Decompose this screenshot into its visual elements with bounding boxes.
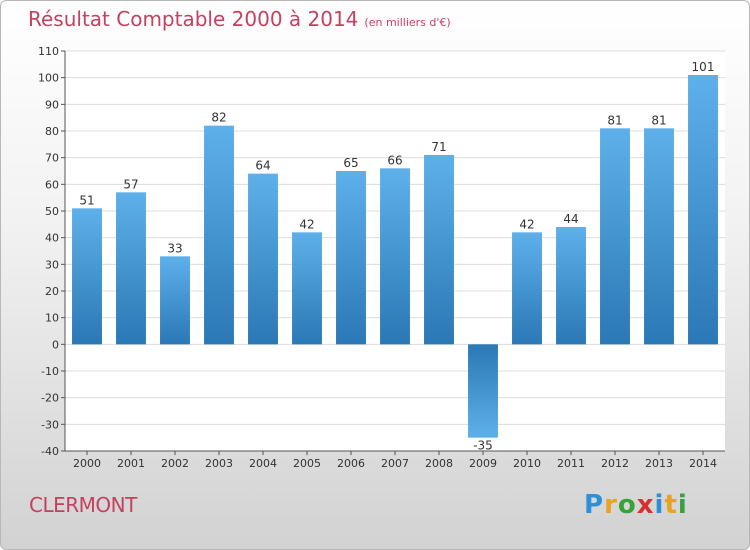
x-tick-label: 2003	[205, 457, 233, 470]
title-subtitle: (en milliers d'€)	[364, 16, 451, 29]
y-tick-label: -30	[41, 418, 59, 431]
logo-letter: i	[677, 490, 688, 520]
data-label-2001: 57	[123, 177, 138, 191]
logo-letter: r	[604, 490, 618, 520]
y-tick-label: 110	[38, 45, 59, 58]
x-tick-label: 2009	[469, 457, 497, 470]
data-label-2010: 42	[519, 217, 534, 231]
bar-2007	[380, 168, 410, 345]
data-label-2000: 51	[79, 193, 94, 207]
bar-2000	[72, 208, 102, 345]
data-label-2004: 64	[255, 159, 270, 173]
x-tick-label: 2011	[557, 457, 585, 470]
y-tick-label: 20	[45, 285, 59, 298]
y-tick-label: -20	[41, 392, 59, 405]
bar-2006	[336, 171, 366, 345]
bar-2009	[468, 344, 498, 438]
data-label-2005: 42	[299, 217, 314, 231]
title-text: Résultat Comptable 2000 à 2014	[28, 7, 359, 31]
data-label-2006: 65	[343, 156, 358, 170]
y-tick-label: 100	[38, 72, 59, 85]
bar-2011	[556, 227, 586, 345]
data-label-2003: 82	[211, 111, 226, 125]
bar-2014	[688, 75, 718, 345]
data-label-2009: -35	[473, 439, 493, 453]
logo-letter: x	[636, 490, 655, 520]
data-label-2007: 66	[387, 153, 402, 167]
x-tick-label: 2002	[161, 457, 189, 470]
x-tick-label: 2005	[293, 457, 321, 470]
bar-2001	[116, 192, 146, 345]
y-tick-label: 0	[52, 338, 59, 351]
y-tick-label: -10	[41, 365, 59, 378]
bar-2005	[292, 232, 322, 345]
bar-2013	[644, 128, 674, 345]
logo-letter: t	[664, 490, 678, 520]
bar-2002	[160, 256, 190, 345]
x-tick-label: 2010	[513, 457, 541, 470]
y-tick-label: 40	[45, 232, 59, 245]
y-tick-label: 50	[45, 205, 59, 218]
y-tick-label: 60	[45, 178, 59, 191]
chart-title: Résultat Comptable 2000 à 2014 (en millie…	[28, 7, 451, 31]
y-tick-label: 70	[45, 152, 59, 165]
y-tick-label: 10	[45, 312, 59, 325]
x-tick-label: 2014	[689, 457, 717, 470]
data-label-2011: 44	[563, 212, 578, 226]
x-tick-label: 2012	[601, 457, 629, 470]
data-label-2012: 81	[607, 113, 622, 127]
proxiti-logo: Proxiti	[584, 490, 688, 520]
x-tick-label: 2001	[117, 457, 145, 470]
data-label-2002: 33	[167, 241, 182, 255]
x-tick-label: 2006	[337, 457, 365, 470]
logo-letter: o	[617, 490, 637, 520]
data-label-2008: 71	[431, 140, 446, 154]
data-label-2014: 101	[692, 60, 715, 74]
x-tick-label: 2000	[73, 457, 101, 470]
y-tick-label: -40	[41, 445, 59, 458]
x-tick-label: 2013	[645, 457, 673, 470]
bar-2012	[600, 128, 630, 345]
logo-letter: i	[654, 490, 665, 520]
data-label-2013: 81	[651, 113, 666, 127]
city-name: CLERMONT	[29, 493, 137, 517]
bar-2003	[204, 125, 234, 345]
bar-2010	[512, 232, 542, 345]
y-tick-label: 90	[45, 98, 59, 111]
logo-letter: P	[584, 490, 605, 520]
x-tick-label: 2007	[381, 457, 409, 470]
bar-2008	[424, 155, 454, 345]
x-tick-label: 2004	[249, 457, 277, 470]
x-tick-label: 2008	[425, 457, 453, 470]
bar-2004	[248, 173, 278, 345]
y-tick-label: 30	[45, 258, 59, 271]
y-tick-label: 80	[45, 125, 59, 138]
